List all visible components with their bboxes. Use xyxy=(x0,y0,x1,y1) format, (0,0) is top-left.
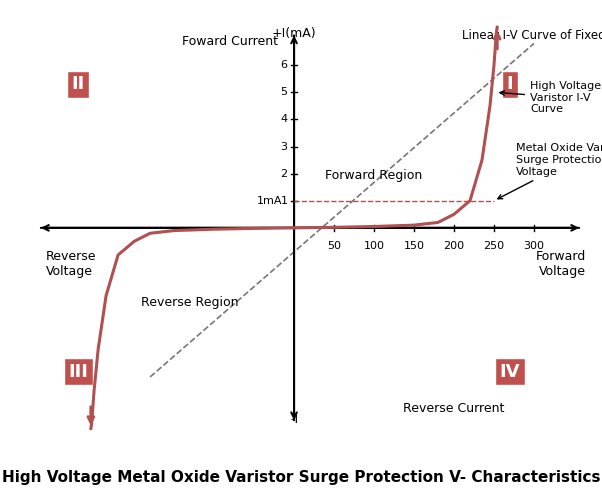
Text: 50: 50 xyxy=(327,242,341,251)
Text: 5: 5 xyxy=(281,87,288,98)
Text: -I: -I xyxy=(290,413,298,426)
Text: 250: 250 xyxy=(483,242,504,251)
Text: Forward
Voltage: Forward Voltage xyxy=(536,249,586,277)
Text: Metal Oxide Varistor
Surge Protection
Voltage: Metal Oxide Varistor Surge Protection Vo… xyxy=(498,144,602,199)
Text: +I(mA): +I(mA) xyxy=(272,27,316,40)
Text: 2: 2 xyxy=(281,169,288,179)
Text: Foward Current: Foward Current xyxy=(182,35,278,49)
Text: 6: 6 xyxy=(281,60,288,70)
Text: 3: 3 xyxy=(281,142,288,151)
Text: 4: 4 xyxy=(281,114,288,124)
Text: IV: IV xyxy=(500,363,520,381)
Text: 100: 100 xyxy=(364,242,385,251)
Text: 150: 150 xyxy=(403,242,424,251)
Text: High Voltage Metal Oxide Varistor Surge Protection V- Characteristics: High Voltage Metal Oxide Varistor Surge … xyxy=(2,470,600,485)
Text: Forward Region: Forward Region xyxy=(326,169,423,182)
Text: Reverse
Voltage: Reverse Voltage xyxy=(46,249,96,277)
Text: II: II xyxy=(72,75,85,93)
Text: Reverse Current: Reverse Current xyxy=(403,402,504,415)
Text: 200: 200 xyxy=(444,242,465,251)
Text: I: I xyxy=(507,75,514,93)
Text: Reverse Region: Reverse Region xyxy=(141,295,239,309)
Text: Linear I-V Curve of Fixed Resistor: Linear I-V Curve of Fixed Resistor xyxy=(462,29,602,42)
Text: 1mA: 1mA xyxy=(256,196,282,206)
Text: 300: 300 xyxy=(524,242,544,251)
Text: 1: 1 xyxy=(281,196,288,206)
Text: High Voltage
Varistor I-V
Curve: High Voltage Varistor I-V Curve xyxy=(500,81,601,114)
Text: III: III xyxy=(68,363,88,381)
